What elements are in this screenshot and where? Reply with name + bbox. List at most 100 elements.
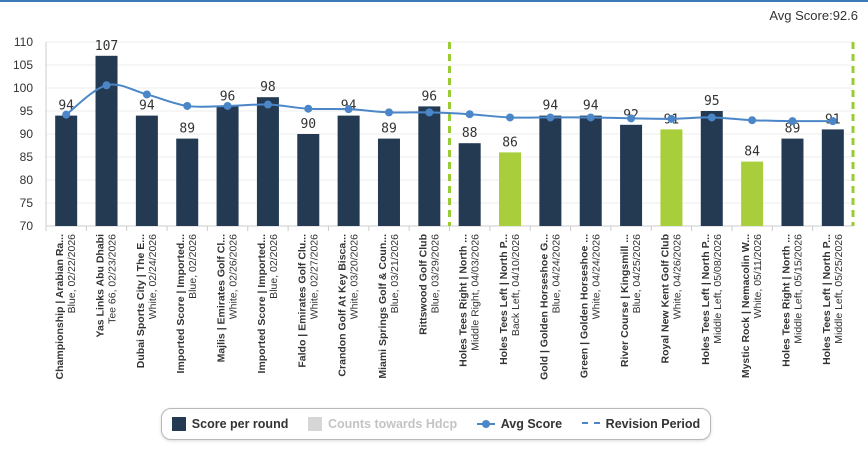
avg-score-point (788, 117, 797, 126)
x-tick-label: Championship | Arabian Ra... (54, 234, 66, 380)
avg-score-point (62, 110, 71, 119)
bar (821, 129, 844, 226)
avg-score-point (102, 81, 111, 90)
bar (176, 138, 199, 226)
y-tick-label: 90 (20, 127, 34, 141)
bar (781, 138, 804, 226)
legend-hdcp-swatch (307, 417, 322, 431)
bar (660, 129, 683, 226)
y-tick-label: 70 (20, 219, 34, 233)
bar-value-label: 96 (421, 89, 437, 104)
bar (458, 143, 481, 226)
x-tick-label: Crandon Golf At Key Bisca... (337, 234, 349, 377)
x-tick-detail: White, 04/24/2026 (591, 234, 603, 319)
bar (499, 152, 522, 226)
bar-value-labels: 9410794899698909489968886949492919584899… (58, 39, 840, 160)
avg-score-point (183, 101, 192, 110)
bar (337, 115, 360, 226)
avg-score-point (506, 113, 515, 122)
x-axis-labels: Championship | Arabian Ra... Blue, 02/22/… (54, 234, 845, 380)
x-tick-label: Holes Tees Left | North P... (700, 234, 712, 365)
x-tick-detail: Middle Right, 04/03/2026 (470, 234, 482, 351)
x-tick-label: River Course | Kingsmill ... (619, 234, 631, 367)
bar (135, 115, 158, 226)
x-tick-label: Green | Golden Horseshoe ... (579, 234, 591, 378)
x-tick-label: Majlis | Emirates Golf Cl... (216, 234, 228, 362)
bar (418, 106, 441, 226)
avg-score-line (62, 81, 837, 126)
bar-value-label: 94 (583, 99, 599, 114)
bar-value-label: 94 (543, 99, 559, 114)
x-tick-label: Miami Springs Golf & Coun... (377, 234, 389, 379)
dashed-line-icon (581, 422, 600, 426)
x-tick-detail: Middle Left, 05/15/2026 (792, 234, 804, 344)
avg-score-point (142, 90, 151, 99)
avg-score-point (748, 116, 757, 125)
x-tick-detail: White, 04/26/2026 (671, 234, 683, 319)
bar (216, 106, 239, 226)
avg-score-point (304, 104, 313, 113)
top-rule (0, 0, 868, 2)
bar-value-label: 88 (462, 126, 478, 141)
x-tick-detail: Blue, 04/24/2026 (550, 234, 562, 314)
x-tick-detail: Middle Left, 05/25/2026 (833, 234, 845, 344)
legend-avg-score[interactable]: Avg Score (476, 417, 562, 431)
bar (539, 115, 562, 226)
x-tick-detail: Blue, 02/2026 (268, 234, 280, 299)
bar-value-label: 94 (58, 99, 74, 114)
avg-score-point (627, 114, 636, 123)
avg-score-summary: Avg Score:92.6 (769, 8, 858, 23)
avg-score-point (344, 105, 353, 114)
x-tick-detail: Blue, 04/25/2026 (631, 234, 643, 314)
x-tick-label: Imported Score | Imported... (175, 234, 187, 374)
avg-score-point (223, 101, 232, 110)
y-tick-label: 110 (14, 35, 33, 49)
legend-hdcp-label: Counts towards Hdcp (327, 417, 458, 431)
bars (55, 55, 844, 226)
avg-score-point (707, 113, 716, 122)
bar (95, 55, 118, 226)
bar (700, 111, 723, 226)
x-tick-label: Rittswood Golf Club (417, 234, 429, 335)
x-tick-label: Holes Tees Right | North ... (458, 234, 470, 367)
avg-score-point (384, 108, 393, 117)
y-tick-label: 80 (20, 173, 34, 187)
x-tick-detail: White, 02/26/2026 (228, 234, 240, 319)
bar-value-label: 86 (502, 135, 518, 150)
x-tick-label: Dubai Sports City | The E... (135, 234, 147, 368)
y-tick-label: 75 (20, 196, 34, 210)
x-tick-detail: Back Left, 04/10/2026 (510, 234, 522, 336)
bar-value-label: 89 (381, 122, 397, 137)
avg-score-point (667, 114, 676, 123)
x-tick-detail: White, 02/24/2026 (147, 234, 159, 319)
x-tick-label: Mystic Rock | Nemacolin W... (740, 234, 752, 378)
bar (297, 134, 320, 226)
bar-value-label: 94 (139, 99, 155, 114)
legend-score-per-round[interactable]: Score per round (171, 417, 289, 431)
legend-bar-swatch (171, 417, 186, 431)
bar-value-label: 89 (179, 122, 195, 137)
legend-counts-towards-hdcp[interactable]: Counts towards Hdcp (307, 417, 458, 431)
x-tick-detail: Middle Left, 05/08/2026 (712, 234, 724, 344)
bar (579, 115, 602, 226)
x-tick-detail: Blue, 03/21/2026 (389, 234, 401, 314)
y-tick-label: 85 (20, 150, 34, 164)
avg-score-point (546, 113, 555, 122)
x-tick-detail: Blue, 02/2026 (187, 234, 199, 299)
bar-value-label: 84 (744, 145, 760, 160)
legend-score-label: Score per round (191, 417, 289, 431)
avg-score-point (425, 108, 434, 117)
bar (620, 124, 643, 226)
x-tick-detail: Blue, 02/22/2026 (66, 234, 78, 314)
bar (55, 115, 78, 226)
bar-value-label: 90 (300, 117, 316, 132)
bar (377, 138, 400, 226)
bar-value-label: 98 (260, 80, 276, 95)
x-tick-detail: White, 02/27/2026 (308, 234, 320, 319)
bar-value-label: 95 (704, 94, 720, 109)
x-tick-label: Holes Tees Left | North P... (821, 234, 833, 365)
x-tick-label: Gold | Golden Horseshoe G... (538, 234, 550, 380)
y-tick-label: 100 (13, 81, 33, 95)
x-tick-detail: Tee 66, 02/23/2026 (107, 234, 119, 324)
legend-revision-period[interactable]: Revision Period (581, 417, 700, 431)
